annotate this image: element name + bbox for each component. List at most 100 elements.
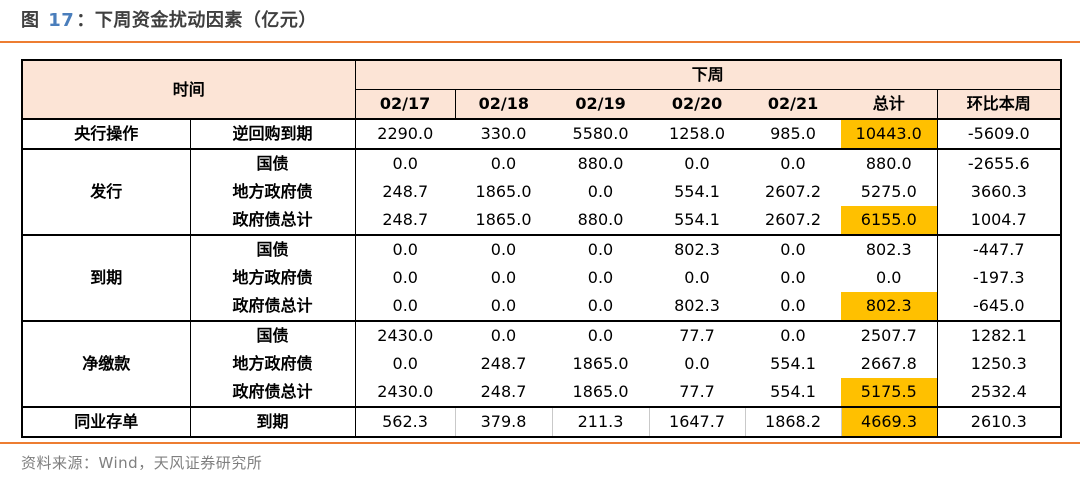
sub-label: 政府债总计 [190,292,356,321]
value-cell: 880.0 [577,210,624,229]
sub-label: 逆回购到期 [190,118,356,149]
value-cell: 802.3 [649,234,746,264]
table-row: 政府债总计 2430.0 248.7 1865.0 77.7 554.1 5175.5 253… [22,378,1062,407]
source-note: 资料来源：Wind，天风证券研究所 [21,454,263,472]
wow-cell: -5609.0 [936,118,1062,149]
value-cell: 2290.0 [355,118,456,149]
total-cell: 880.0 [841,148,938,178]
value-cell: 0.0 [552,234,650,264]
value-cell: 2430.0 [355,320,456,350]
time-header-cell: 时间 [22,60,356,119]
value-cell: 0.0 [684,354,710,373]
top-orange-rule [0,41,1080,43]
value-cell: 330.0 [455,118,553,149]
date-header-02-20: 02/20 [649,89,746,120]
value-cell: 554.1 [770,382,816,401]
bottom-orange-rule [0,442,1080,444]
value-cell: 379.8 [454,406,553,437]
table-row: 到期 国债 0.0 0.0 0.0 802.3 0.0 802.3 -447.7 [22,234,1062,321]
value-cell: 1865.0 [572,354,629,373]
group-label: 同业存单 [22,406,191,437]
value-cell: 880.0 [552,148,650,178]
group-label: 到期 [22,234,191,321]
table-row: 地方政府债 248.7 1865.0 0.0 554.1 2607.2 5275.0 3660… [22,178,1062,206]
table-row: 发行 国债 0.0 0.0 880.0 0.0 0.0 880.0 -2655.6 [22,148,1062,235]
value-cell: 5580.0 [552,118,650,149]
total-cell: 2507.7 [841,320,938,350]
value-cell: 1865.0 [475,210,532,229]
figure-title: 图 17 ：下周资金扰动因素（亿元） [21,6,317,32]
figure-label: 图 [21,10,40,31]
funding-disturbance-table: 时间 下周 02/17 02/18 02/19 02/20 02/21 总计 环比本周 央行… [21,59,1063,438]
value-cell: 0.0 [392,268,418,287]
sub-label: 国债 [190,234,356,264]
value-cell: 0.0 [552,320,650,350]
value-cell: 554.1 [770,354,816,373]
value-cell: 0.0 [392,354,418,373]
value-cell: 0.0 [455,148,553,178]
total-cell: 802.3 [841,292,938,321]
value-cell: 77.7 [679,382,715,401]
value-cell: 0.0 [745,320,842,350]
value-cell: 248.7 [382,210,429,229]
date-header-02-19: 02/19 [552,89,650,120]
value-cell: 1865.0 [475,182,532,201]
sub-label: 政府债总计 [190,206,356,235]
sub-label: 到期 [190,406,356,437]
wow-cell: 1250.3 [936,350,1062,378]
wow-cell: -447.7 [936,234,1062,264]
table-row: 地方政府债 0.0 248.7 1865.0 0.0 554.1 2667.8 1250.3 [22,350,1062,378]
title-separator: ： [76,10,95,31]
total-cell: 0.0 [876,268,902,287]
group-label: 净缴款 [22,320,191,407]
group-label: 央行操作 [22,118,191,149]
value-cell: 0.0 [587,182,614,201]
value-cell: 0.0 [587,268,614,287]
value-cell: 248.7 [480,354,527,373]
wow-cell: -2655.6 [936,148,1062,178]
wow-cell: -197.3 [936,264,1062,292]
wow-header: 环比本周 [936,89,1062,120]
sub-label: 地方政府债 [190,178,356,206]
table-row: 央行操作 逆回购到期 2290.0 330.0 5580.0 1258.0 985.0 104… [22,118,1062,149]
table-row: 地方政府债 0.0 0.0 0.0 0.0 0.0 0.0 -197.3 [22,264,1062,292]
date-header-02-17: 02/17 [355,89,456,120]
wow-cell: 2532.4 [936,378,1062,407]
value-cell: 1258.0 [649,118,746,149]
total-cell: 10443.0 [841,118,938,149]
value-cell: 802.3 [674,296,720,315]
value-cell: 0.0 [392,296,418,315]
value-cell: 248.7 [480,382,527,401]
value-cell: 0.0 [745,234,842,264]
next-week-header-cell: 下周 [355,60,1062,90]
value-cell: 1868.2 [744,406,842,437]
total-cell: 5175.5 [841,378,938,407]
value-cell: 2430.0 [377,382,434,401]
value-cell: 0.0 [455,234,553,264]
value-cell: 0.0 [649,148,746,178]
wow-cell: 2610.3 [936,406,1062,437]
value-cell: 248.7 [382,182,429,201]
date-header-02-21: 02/21 [745,89,842,120]
sub-label: 地方政府债 [190,350,356,378]
value-cell: 77.7 [649,320,746,350]
table-row: 净缴款 国债 2430.0 0.0 0.0 77.7 0.0 2507.7 1282.1 [22,320,1062,407]
sub-label: 国债 [190,320,356,350]
table-body: 央行操作 逆回购到期 2290.0 330.0 5580.0 1258.0 985.0 104… [22,118,1062,437]
wow-cell: 3660.3 [936,178,1062,206]
value-cell: 2607.2 [765,210,821,229]
value-cell: 985.0 [745,118,842,149]
value-cell: 0.0 [490,296,517,315]
total-cell: 2667.8 [860,354,917,373]
value-cell: 1647.7 [648,406,746,437]
total-cell: 802.3 [841,234,938,264]
value-cell: 0.0 [780,296,806,315]
sub-label: 政府债总计 [190,378,356,407]
value-cell: 554.1 [674,210,720,229]
sub-label: 国债 [190,148,356,178]
value-cell: 1865.0 [572,382,629,401]
value-cell: 0.0 [455,320,553,350]
value-cell: 0.0 [355,234,456,264]
figure-number: 17 [48,10,75,31]
